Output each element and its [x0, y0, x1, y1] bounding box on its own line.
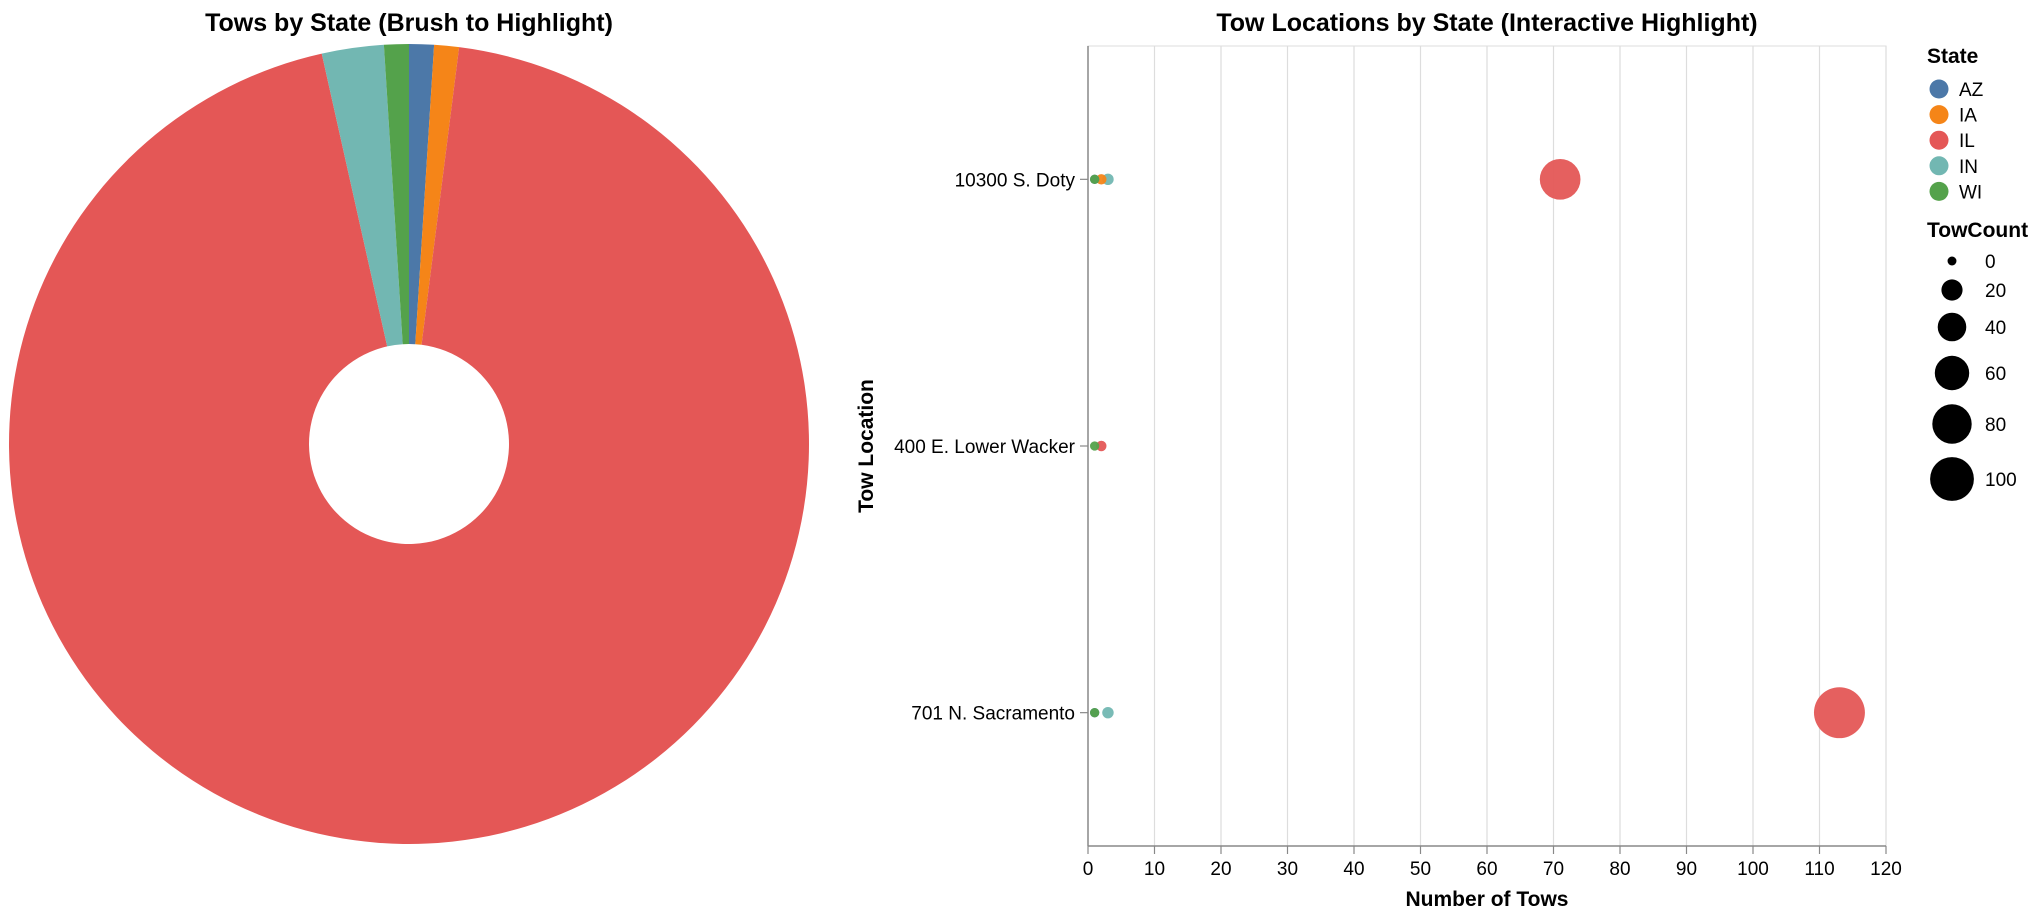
- donut-chart: Tows by State (Brush to Highlight): [8, 9, 810, 844]
- x-tick-label: 40: [1343, 859, 1364, 880]
- point-wi[interactable]: [1090, 441, 1100, 451]
- donut-slice-az[interactable]: [409, 44, 435, 345]
- state-legend-entries: AZ IA IL IN WI: [1929, 79, 1984, 203]
- scatter-points: [1090, 158, 1865, 739]
- state-legend-title: State: [1927, 45, 1978, 68]
- donut-slices: [8, 44, 810, 844]
- scatter-chart-title: Tow Locations by State (Interactive High…: [1216, 9, 1757, 37]
- size-legend-label: 60: [1985, 364, 2006, 385]
- size-legend-label: 100: [1985, 470, 2017, 491]
- y-tick-label: 400 E. Lower Wacker: [894, 437, 1076, 458]
- size-legend-label: 0: [1985, 252, 1996, 273]
- towcount-legend-title: TowCount: [1927, 219, 2028, 242]
- donut-slice-in[interactable]: [321, 44, 403, 347]
- size-legend-circle: [1930, 457, 1974, 501]
- legend-label-wi: WI: [1959, 182, 1982, 203]
- point-il[interactable]: [1813, 687, 1865, 739]
- point-il[interactable]: [1539, 158, 1581, 200]
- x-tick-label: 80: [1609, 859, 1630, 880]
- x-axis-ticks: 0 10 20 30 40 50 60 70 80 90 100 110 120: [1083, 846, 1902, 880]
- x-tick-label: 90: [1676, 859, 1697, 880]
- legend-swatch-ia[interactable]: [1929, 105, 1949, 125]
- donut-slice-wi[interactable]: [383, 44, 409, 345]
- legend-label-az: AZ: [1959, 80, 1984, 101]
- legend-swatch-in[interactable]: [1929, 156, 1949, 176]
- x-tick-label: 100: [1737, 859, 1769, 880]
- size-legend-circle: [1934, 355, 1970, 391]
- legend-label-in: IN: [1959, 157, 1978, 178]
- x-tick-label: 10: [1144, 859, 1165, 880]
- x-tick-label: 70: [1543, 859, 1564, 880]
- size-legend-label: 40: [1985, 318, 2006, 339]
- donut-slice-il[interactable]: [8, 47, 810, 844]
- donut-slice-ia[interactable]: [415, 44, 460, 345]
- legend: State AZ IA IL IN WI TowCount 0 20 40 60 80 100: [1927, 45, 2028, 501]
- y-axis-ticks: 10300 S. Doty 400 E. Lower Wacker 701 N. S…: [894, 170, 1088, 725]
- x-tick-label: 50: [1410, 859, 1431, 880]
- size-legend-label: 80: [1985, 415, 2006, 436]
- x-tick-label: 20: [1210, 859, 1231, 880]
- scatter-chart: Tow Locations by State (Interactive High…: [855, 9, 1902, 911]
- point-in[interactable]: [1102, 706, 1114, 719]
- size-legend-circle: [1932, 404, 1972, 444]
- point-wi[interactable]: [1090, 174, 1100, 184]
- legend-swatch-az[interactable]: [1929, 79, 1949, 99]
- legend-label-il: IL: [1959, 131, 1975, 152]
- legend-swatch-il[interactable]: [1929, 130, 1949, 150]
- point-il[interactable]: [1096, 440, 1107, 452]
- y-axis-title: Tow Location: [855, 379, 878, 513]
- point-ia[interactable]: [1096, 174, 1107, 185]
- donut-chart-title: Tows by State (Brush to Highlight): [205, 9, 613, 37]
- x-tick-label: 30: [1277, 859, 1298, 880]
- x-tick-label: 60: [1476, 859, 1497, 880]
- size-legend-circle: [1937, 312, 1967, 342]
- x-axis-title: Number of Tows: [1406, 888, 1569, 911]
- legend-swatch-wi[interactable]: [1929, 181, 1949, 201]
- size-legend-circle: [1947, 256, 1957, 266]
- x-tick-label: 110: [1804, 859, 1834, 880]
- x-gridlines: [1153, 46, 1887, 846]
- legend-label-ia: IA: [1959, 106, 1977, 127]
- x-tick-label: 120: [1870, 859, 1902, 880]
- x-tick-label: 0: [1083, 859, 1094, 880]
- y-tick-label: 701 N. Sacramento: [911, 704, 1075, 725]
- towcount-legend-entries: 0 20 40 60 80 100: [1930, 252, 2017, 501]
- point-wi[interactable]: [1090, 708, 1100, 718]
- size-legend-circle: [1941, 279, 1963, 301]
- size-legend-label: 20: [1985, 281, 2006, 302]
- y-tick-label: 10300 S. Doty: [955, 170, 1076, 191]
